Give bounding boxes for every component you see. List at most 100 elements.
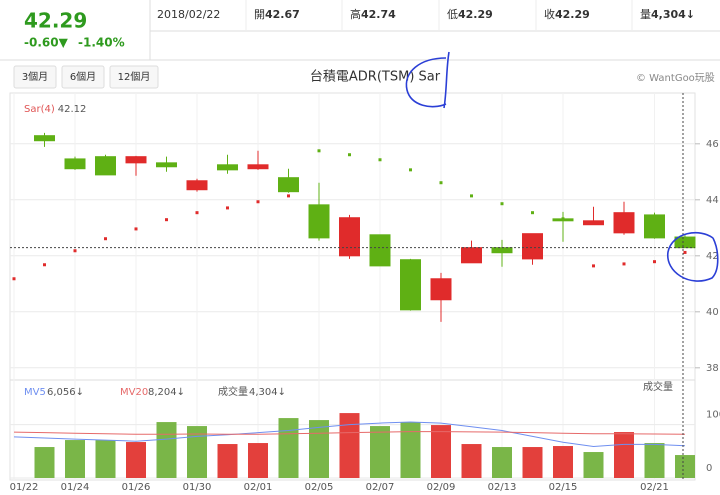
candle-body — [613, 212, 635, 234]
y-tick-label: 42 — [706, 251, 719, 262]
sar-dot — [683, 250, 687, 254]
candle — [400, 258, 421, 311]
field-value: 42.29 — [555, 8, 590, 21]
quote-date: 2018/02/22 — [157, 8, 220, 21]
sar-dot — [439, 181, 443, 185]
volume-bar — [553, 446, 573, 478]
plot-frame — [9, 92, 696, 481]
candle — [583, 206, 604, 226]
candle — [369, 234, 391, 267]
candle-body — [125, 156, 147, 164]
quote-field: 高42.74 — [350, 7, 396, 21]
x-tick-label: 01/26 — [122, 482, 151, 493]
volume-bar — [583, 452, 604, 478]
volume-legend: MV20 — [120, 387, 148, 398]
sar-dot — [256, 200, 260, 204]
sar-dot — [226, 206, 229, 210]
sar-dot — [592, 264, 595, 268]
price: 42.29 — [24, 9, 87, 33]
candle — [308, 182, 330, 241]
candle-body — [583, 220, 604, 226]
chart-title: 台積電ADR(TSM) Sar — [310, 70, 441, 85]
field-value: 42.67 — [265, 8, 300, 21]
candle — [461, 240, 482, 264]
volume-bar — [492, 447, 512, 478]
volume-bar — [126, 442, 146, 478]
volume-bar — [278, 418, 299, 478]
y-tick-label: 40 — [706, 307, 719, 318]
candle — [34, 132, 55, 147]
volume-bar — [400, 422, 421, 478]
candle — [522, 233, 543, 265]
candle — [156, 156, 177, 172]
button-bg — [109, 65, 159, 89]
sar-dot — [622, 262, 626, 266]
sar-dot — [409, 168, 412, 172]
volume-bar — [614, 432, 634, 478]
range-button[interactable]: 12個月 — [109, 65, 159, 89]
field-label: 收 — [544, 7, 555, 21]
y-tick-label: 46 — [706, 139, 719, 150]
volume-bar — [248, 443, 268, 478]
sar-dot — [500, 202, 504, 206]
sar-dot — [104, 237, 107, 241]
range-button[interactable]: 6個月 — [61, 65, 105, 89]
volume-bar — [675, 455, 695, 478]
volume-bar — [431, 425, 451, 478]
candle-body — [339, 217, 360, 257]
sar-dot — [195, 211, 199, 215]
field-label: 量 — [640, 8, 651, 21]
candle-body — [644, 214, 665, 239]
field-value: 42.29 — [458, 8, 493, 21]
change-pct: -1.40% — [78, 36, 125, 50]
field-label: 開 — [254, 8, 265, 21]
sar-dot — [12, 277, 16, 281]
annotation-circle — [405, 51, 450, 109]
candle — [186, 178, 208, 192]
credit: © WantGoo玩股 — [636, 72, 715, 84]
quote-fields: 開42.67 高42.74 低42.29 收42.29 量4,304↓ — [245, 0, 695, 31]
candle-body — [186, 180, 208, 191]
volume-bar — [217, 444, 238, 478]
volume-bar — [644, 443, 665, 478]
candle-body — [674, 236, 696, 249]
candle — [95, 154, 116, 176]
x-tick-label: 01/30 — [183, 482, 212, 493]
candle — [339, 214, 360, 259]
volume-legend: 成交量 — [218, 385, 248, 398]
volume-bar — [309, 420, 329, 478]
sar-dot — [317, 149, 321, 153]
candle-body — [217, 164, 238, 171]
x-tick-label: 02/09 — [427, 482, 456, 493]
button-label: 6個月 — [70, 70, 96, 83]
candle-body — [247, 164, 269, 170]
candle-body — [461, 247, 482, 264]
sar-dot — [378, 158, 382, 162]
ma-line — [13, 431, 686, 435]
volume-legend: 4,304↓ — [249, 387, 286, 398]
sar-dot — [653, 260, 656, 264]
y-tick-label: 0 — [706, 463, 712, 474]
annotation-circle — [667, 231, 719, 282]
candle-body — [491, 247, 513, 254]
quote-field: 收42.29 — [544, 7, 590, 21]
legend: Sar(4) 42.12 — [24, 104, 86, 115]
header-bg — [0, 0, 720, 60]
sar-dot — [165, 218, 168, 222]
button-label: 12個月 — [118, 70, 151, 83]
volume-bar — [522, 447, 543, 478]
volume-legend: MV5 — [24, 387, 46, 398]
candle — [278, 168, 299, 193]
legend-name: Sar(4) — [24, 104, 55, 115]
candle-body — [95, 156, 116, 176]
sar-dot — [73, 249, 77, 253]
y-tick-label: 44 — [706, 195, 719, 206]
candle-body — [430, 278, 452, 301]
range-button[interactable]: 3個月 — [13, 65, 57, 89]
sar-dot — [287, 194, 290, 198]
volume-bar — [339, 413, 360, 478]
button-label: 3個月 — [22, 70, 48, 83]
range-buttons: 3個月 6個月 12個月 — [13, 65, 159, 89]
volume-bar — [65, 440, 85, 478]
